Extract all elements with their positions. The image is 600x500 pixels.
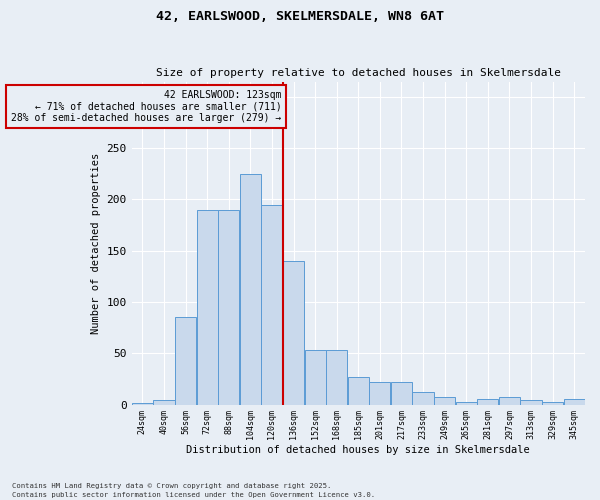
Bar <box>499 398 520 404</box>
Text: Contains public sector information licensed under the Open Government Licence v3: Contains public sector information licen… <box>12 492 375 498</box>
Title: Size of property relative to detached houses in Skelmersdale: Size of property relative to detached ho… <box>156 68 561 78</box>
Bar <box>175 318 196 404</box>
Bar <box>283 261 304 404</box>
Bar <box>197 210 218 404</box>
Bar <box>348 377 369 404</box>
Bar <box>412 392 434 404</box>
Bar <box>262 204 283 404</box>
Bar <box>305 350 326 405</box>
X-axis label: Distribution of detached houses by size in Skelmersdale: Distribution of detached houses by size … <box>187 445 530 455</box>
Bar <box>154 400 175 404</box>
Bar <box>477 400 499 404</box>
Text: 42 EARLSWOOD: 123sqm
← 71% of detached houses are smaller (711)
28% of semi-deta: 42 EARLSWOOD: 123sqm ← 71% of detached h… <box>11 90 281 123</box>
Bar <box>434 398 455 404</box>
Bar <box>240 174 261 404</box>
Bar <box>132 402 153 404</box>
Bar <box>455 402 477 404</box>
Bar <box>520 400 542 404</box>
Bar <box>370 382 391 404</box>
Bar <box>218 210 239 404</box>
Text: Contains HM Land Registry data © Crown copyright and database right 2025.: Contains HM Land Registry data © Crown c… <box>12 483 331 489</box>
Text: 42, EARLSWOOD, SKELMERSDALE, WN8 6AT: 42, EARLSWOOD, SKELMERSDALE, WN8 6AT <box>156 10 444 23</box>
Y-axis label: Number of detached properties: Number of detached properties <box>91 152 101 334</box>
Bar <box>542 402 563 404</box>
Bar <box>391 382 412 404</box>
Bar <box>563 400 585 404</box>
Bar <box>326 350 347 405</box>
